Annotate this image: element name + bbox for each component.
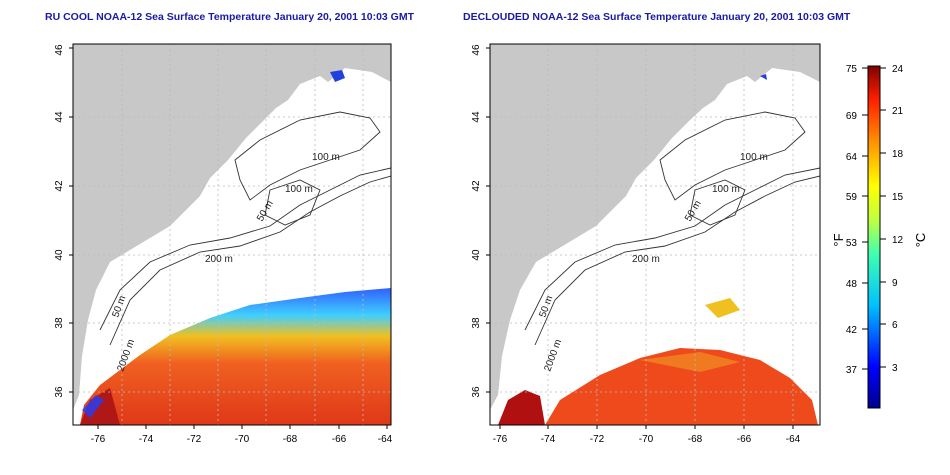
f-tick-label: 75: [846, 64, 858, 75]
c-tick-label: 12: [892, 235, 904, 246]
x-tick-label: -64: [786, 434, 801, 445]
f-tick-label: 59: [846, 192, 858, 203]
y-tick-label: 46: [471, 44, 482, 56]
x-tick-label: -76: [91, 434, 106, 445]
left-x-axis: -76 -74 -72 -70 -68 -66 -64: [91, 425, 393, 445]
left-panel-title: RU COOL NOAA-12 Sea Surface Temperature …: [45, 11, 415, 23]
left-y-axis: 36 38 40 42 44 46: [54, 44, 73, 398]
y-tick-label: 44: [54, 111, 65, 123]
y-tick-label: 40: [54, 249, 65, 261]
x-tick-label: -70: [235, 434, 250, 445]
f-tick-label: 37: [846, 365, 858, 376]
y-tick-label: 38: [54, 317, 65, 329]
right-panel-title: DECLOUDED NOAA-12 Sea Surface Temperatur…: [463, 11, 851, 23]
colorbar: 75 69 64 59 53 48 42 37 24 21 18 15 12 9…: [831, 64, 928, 409]
left-map-frame: [72, 43, 392, 426]
right-map: 100 m 100 m 50 m 200 m 50 m 2000 m: [490, 44, 820, 425]
right-x-axis: -76 -74 -72 -70 -68 -66 -64: [493, 425, 801, 445]
c-tick-label: 6: [892, 320, 898, 331]
c-tick-label: 24: [892, 64, 904, 75]
x-tick-label: -70: [639, 434, 654, 445]
x-tick-label: -68: [283, 434, 298, 445]
c-tick-label: 3: [892, 363, 898, 374]
x-tick-label: -74: [541, 434, 556, 445]
x-tick-label: -66: [332, 434, 347, 445]
fahrenheit-label: °F: [831, 233, 846, 246]
c-tick-label: 21: [892, 106, 904, 117]
f-tick-label: 42: [846, 325, 858, 336]
f-tick-label: 69: [846, 111, 858, 122]
colorbar-gradient: [867, 65, 881, 409]
y-tick-label: 46: [54, 44, 65, 56]
y-tick-label: 42: [471, 180, 482, 192]
contour-label: 200 m: [205, 254, 233, 265]
land-mass: [490, 44, 820, 410]
y-tick-label: 36: [471, 386, 482, 398]
sst-field: [545, 348, 818, 425]
contour-label: 100 m: [740, 152, 768, 163]
x-tick-label: -74: [139, 434, 154, 445]
sst-field: [80, 288, 391, 425]
x-tick-label: -66: [737, 434, 752, 445]
y-tick-label: 38: [471, 317, 482, 329]
f-tick-label: 64: [846, 152, 858, 163]
right-map-frame: [489, 43, 821, 426]
land-mass: [73, 44, 391, 410]
contour-label: 100 m: [712, 184, 740, 195]
c-tick-label: 18: [892, 149, 904, 160]
y-tick-label: 44: [471, 111, 482, 123]
f-tick-label: 48: [846, 279, 858, 290]
c-tick-label: 9: [892, 278, 898, 289]
contour-label: 200 m: [632, 254, 660, 265]
celsius-label: °C: [913, 233, 928, 248]
x-tick-label: -76: [493, 434, 508, 445]
contour-label: 100 m: [312, 152, 340, 163]
x-tick-label: -72: [187, 434, 202, 445]
left-map: 100 m 100 m 50 m 200 m 50 m 2000 m: [73, 44, 391, 425]
y-tick-label: 42: [54, 180, 65, 192]
x-tick-label: -72: [590, 434, 605, 445]
x-tick-label: -64: [378, 434, 393, 445]
y-tick-label: 40: [471, 249, 482, 261]
x-tick-label: -68: [688, 434, 703, 445]
f-tick-label: 53: [846, 238, 858, 249]
c-tick-label: 15: [892, 192, 904, 203]
contour-label: 100 m: [285, 184, 313, 195]
right-y-axis: 36 38 40 42 44 46: [471, 44, 490, 398]
y-tick-label: 36: [54, 386, 65, 398]
